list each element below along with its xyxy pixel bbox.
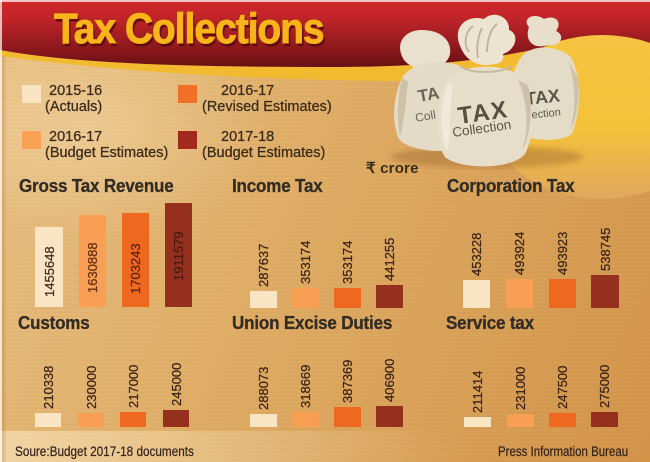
svg-text:217000: 217000: [126, 365, 141, 408]
svg-text:287637: 287637: [256, 244, 271, 287]
svg-text:406900: 406900: [382, 359, 397, 402]
svg-text:493923: 493923: [555, 232, 570, 275]
svg-text:TAX: TAX: [524, 85, 561, 109]
svg-text:288073: 288073: [256, 367, 271, 410]
svg-text:1455648: 1455648: [42, 246, 57, 297]
svg-text:538745: 538745: [598, 228, 613, 271]
svg-text:TA: TA: [416, 84, 440, 106]
svg-text:275000: 275000: [597, 365, 612, 408]
svg-text:1911579: 1911579: [171, 231, 186, 281]
svg-text:245000: 245000: [169, 363, 184, 406]
svg-text:231000: 231000: [513, 367, 528, 410]
svg-text:453228: 453228: [469, 233, 484, 276]
svg-text:353174: 353174: [340, 241, 355, 284]
svg-text:353174: 353174: [298, 241, 313, 284]
svg-text:318669: 318669: [298, 365, 313, 408]
svg-text:211414: 211414: [470, 371, 485, 413]
svg-text:230000: 230000: [84, 366, 99, 409]
svg-text:Coll: Coll: [414, 108, 437, 125]
svg-text:441255: 441255: [382, 238, 397, 281]
svg-text:llection: llection: [526, 106, 561, 122]
svg-text:387369: 387369: [340, 360, 355, 403]
svg-text:493924: 493924: [512, 232, 527, 275]
svg-text:1703243: 1703243: [128, 243, 143, 294]
svg-text:210338: 210338: [41, 366, 56, 409]
svg-text:247500: 247500: [555, 366, 570, 409]
svg-text:1630888: 1630888: [85, 242, 100, 293]
